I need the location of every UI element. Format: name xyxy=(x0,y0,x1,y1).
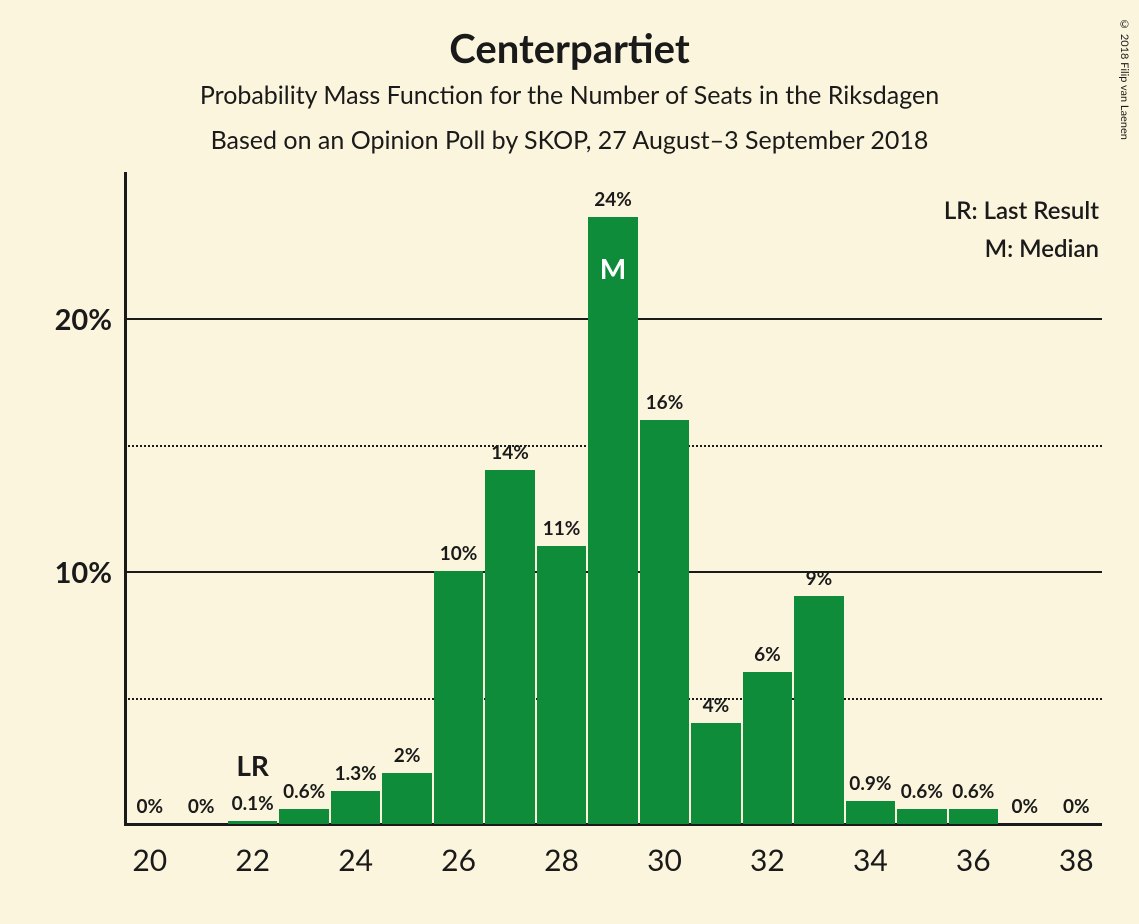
bar-value-label: 0% xyxy=(1063,795,1090,818)
x-axis-label: 24 xyxy=(338,842,373,878)
bar-value-label: 0.6% xyxy=(901,780,943,803)
bar-value-label: 0% xyxy=(136,795,163,818)
x-axis-label: 26 xyxy=(441,842,476,878)
x-axis-label: 32 xyxy=(750,842,785,878)
bar xyxy=(743,672,792,824)
bar-value-label: 0.9% xyxy=(849,772,891,795)
bar xyxy=(485,470,534,824)
bar-annotation: LR xyxy=(236,748,269,782)
bar xyxy=(279,809,328,824)
y-axis-label: 20% xyxy=(55,302,112,337)
bar xyxy=(794,596,843,824)
bar xyxy=(640,420,689,824)
bar-value-label: 0% xyxy=(188,795,215,818)
bar-value-label: 24% xyxy=(594,188,632,211)
bar-value-label: 2% xyxy=(394,744,421,767)
bar xyxy=(691,723,740,824)
x-axis-label: 28 xyxy=(544,842,579,878)
bar-value-label: 14% xyxy=(491,441,529,464)
bar xyxy=(846,801,895,824)
bar-value-label: 1.3% xyxy=(335,762,377,785)
bar xyxy=(434,571,483,824)
plot-area: 20%10%202224262830323436380%0%0.1%LR0.6%… xyxy=(124,192,1102,824)
bar-value-label: 11% xyxy=(543,517,581,540)
bar-value-label: 0.6% xyxy=(283,780,325,803)
bar-value-label: 9% xyxy=(806,567,833,590)
x-axis-label: 36 xyxy=(956,842,991,878)
x-axis-label: 22 xyxy=(235,842,270,878)
bar xyxy=(949,809,998,824)
bar-value-label: 16% xyxy=(646,391,684,414)
bar xyxy=(382,773,431,824)
x-axis-label: 34 xyxy=(853,842,888,878)
x-axis-label: 38 xyxy=(1059,842,1094,878)
bar xyxy=(228,821,277,824)
bar-value-label: 10% xyxy=(440,542,478,565)
y-axis xyxy=(124,172,127,824)
bar xyxy=(537,546,586,824)
chart-subtitle-2: Based on an Opinion Poll by SKOP, 27 Aug… xyxy=(0,125,1139,155)
bar-annotation: M xyxy=(600,251,626,285)
bar-value-label: 0.6% xyxy=(952,780,994,803)
chart-subtitle-1: Probability Mass Function for the Number… xyxy=(0,80,1139,110)
x-axis-label: 30 xyxy=(647,842,682,878)
bar xyxy=(897,809,946,824)
bar xyxy=(331,791,380,824)
bar-value-label: 6% xyxy=(754,643,781,666)
bar-value-label: 0% xyxy=(1011,795,1038,818)
x-axis-label: 20 xyxy=(132,842,167,878)
chart-container: Centerpartiet Probability Mass Function … xyxy=(0,0,1139,924)
bar-value-label: 0.1% xyxy=(232,792,274,815)
chart-title: Centerpartiet xyxy=(0,24,1139,72)
bar xyxy=(588,217,637,824)
copyright-text: © 2018 Filip van Laenen xyxy=(1118,18,1131,140)
y-axis-label: 10% xyxy=(55,555,112,590)
bar-value-label: 4% xyxy=(703,694,730,717)
